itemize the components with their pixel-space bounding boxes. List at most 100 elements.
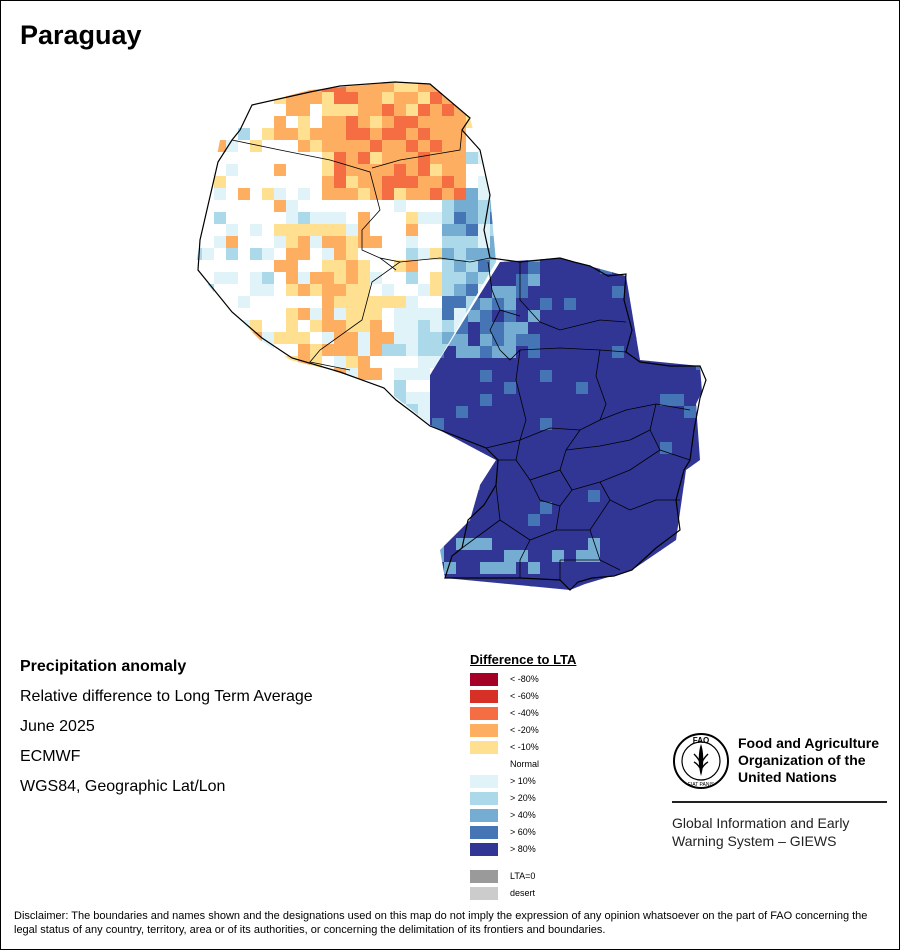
grid-cell	[466, 104, 479, 117]
grid-cell	[250, 236, 263, 249]
grid-cell	[612, 442, 625, 455]
legend-label: < -60%	[510, 691, 539, 701]
grid-cell	[195, 260, 203, 273]
grid-cell	[636, 346, 649, 359]
grid-cell	[708, 538, 721, 551]
grid-cell	[708, 262, 721, 275]
grid-cell	[262, 356, 275, 369]
grid-cell	[418, 236, 431, 249]
grid-cell	[636, 466, 649, 479]
grid-cell	[346, 320, 359, 333]
grid-cell	[480, 298, 493, 311]
grid-cell	[406, 332, 419, 345]
grid-cell	[492, 310, 505, 323]
grid-cell	[322, 428, 335, 441]
grid-cell	[442, 284, 455, 297]
grid-cell	[238, 380, 251, 393]
grid-cell	[588, 298, 601, 311]
grid-cell	[552, 586, 565, 590]
grid-cell	[202, 332, 215, 345]
grid-cell	[322, 200, 335, 213]
grid-cell	[286, 152, 299, 165]
grid-cell	[382, 188, 395, 201]
grid-cell	[684, 274, 697, 287]
grid-cell	[612, 526, 625, 539]
grid-cell	[648, 490, 661, 503]
grid-cell	[334, 284, 347, 297]
grid-cell	[624, 586, 637, 590]
grid-cell	[660, 550, 673, 563]
grid-cell	[454, 188, 467, 201]
grid-cell	[504, 322, 517, 335]
grid-cell	[202, 140, 215, 153]
grid-cell	[432, 394, 445, 407]
grid-cell	[214, 284, 227, 297]
grid-cell	[564, 322, 577, 335]
grid-cell	[358, 176, 371, 189]
grid-cell	[346, 380, 359, 393]
grid-cell	[310, 392, 323, 405]
grid-cell	[552, 466, 565, 479]
grid-cell	[708, 442, 721, 455]
grid-cell	[418, 296, 431, 309]
grid-cell	[444, 490, 457, 503]
grid-cell	[528, 286, 541, 299]
grid-cell	[696, 286, 702, 299]
grid-cell	[516, 466, 529, 479]
grid-cell	[262, 284, 275, 297]
grid-cell	[528, 550, 541, 563]
grid-cell	[684, 514, 697, 527]
grid-cell	[250, 332, 263, 345]
grid-cell	[492, 286, 505, 299]
grid-cell	[250, 200, 263, 213]
grid-cell	[624, 466, 637, 479]
grid-cell	[310, 248, 323, 261]
grid-cell	[672, 394, 685, 407]
grid-cell	[432, 442, 445, 455]
grid-cell	[195, 82, 203, 93]
grid-cell	[660, 382, 673, 395]
grid-cell	[454, 284, 467, 297]
grid-cell	[430, 284, 443, 297]
grid-cell	[672, 262, 685, 275]
fao-name-line3: United Nations	[738, 769, 837, 785]
grid-cell	[454, 82, 467, 93]
grid-cell	[648, 370, 661, 383]
grid-cell	[492, 382, 505, 395]
fao-logo-icon: FAO FIAT PANIS	[673, 733, 729, 789]
grid-cell	[430, 406, 433, 419]
grid-cell	[454, 152, 467, 165]
grid-cell	[478, 82, 491, 93]
grid-cell	[382, 308, 395, 321]
grid-cell	[684, 442, 697, 455]
grid-cell	[262, 188, 275, 201]
grid-cell	[226, 236, 239, 249]
grid-cell	[504, 274, 517, 287]
grid-cell	[708, 310, 721, 323]
grid-cell	[660, 442, 673, 455]
grid-cell	[394, 260, 407, 273]
grid-cell	[636, 430, 649, 443]
grid-cell	[238, 152, 251, 165]
grid-cell	[684, 322, 697, 335]
grid-cell	[466, 224, 479, 237]
grid-cell	[660, 514, 673, 527]
grid-cell	[696, 382, 702, 395]
grid-cell	[466, 82, 479, 93]
legend-swatch	[470, 758, 498, 771]
grid-cell	[358, 82, 371, 93]
grid-cell	[202, 164, 215, 177]
grid-cell	[588, 562, 601, 575]
grid-cell	[298, 164, 311, 177]
grid-cell	[418, 116, 431, 129]
grid-cell	[696, 298, 702, 311]
grid-cell	[552, 514, 565, 527]
grid-cell	[636, 550, 649, 563]
grid-cell	[588, 478, 601, 491]
grid-cell	[358, 128, 371, 141]
grid-cell	[454, 212, 467, 225]
grid-cell	[226, 200, 239, 213]
grid-cell	[346, 260, 359, 273]
grid-cell	[504, 262, 517, 275]
grid-cell	[528, 442, 541, 455]
